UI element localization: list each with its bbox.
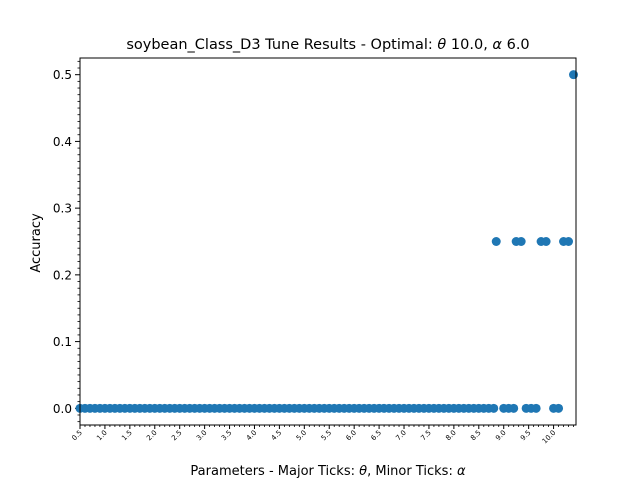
data-point — [491, 237, 501, 246]
xlabel-prefix: Parameters - Major Ticks: — [190, 464, 359, 479]
data-point — [554, 403, 564, 413]
title-theta-symbol: θ — [437, 37, 446, 53]
title-alpha-symbol: α — [492, 37, 502, 53]
y-axis-label: Accuracy — [29, 213, 44, 273]
y-tick-label: 0.3 — [53, 202, 72, 216]
xlabel-middle: , Minor Ticks: — [367, 464, 457, 479]
y-tick-label: 0.0 — [53, 402, 72, 416]
data-point — [564, 237, 574, 246]
data-point — [509, 403, 519, 413]
y-tick-label: 0.1 — [53, 335, 72, 349]
data-point — [516, 237, 526, 246]
data-points — [75, 70, 579, 413]
data-point — [489, 403, 499, 413]
y-tick-label: 0.5 — [53, 68, 72, 82]
y-tick-label: 0.4 — [53, 135, 72, 149]
plot-area-frame — [79, 57, 577, 426]
title-prefix: soybean_Class_D3 Tune Results - Optimal: — [126, 37, 437, 53]
chart-title: soybean_Class_D3 Tune Results - Optimal:… — [126, 37, 529, 53]
xlabel-theta: θ — [359, 464, 367, 479]
data-point — [541, 237, 551, 246]
y-tick-label: 0.2 — [53, 268, 72, 282]
data-point — [569, 70, 579, 80]
title-theta-value: 10.0, — [446, 37, 492, 53]
title-alpha-value: 6.0 — [502, 37, 530, 53]
xlabel-alpha: α — [457, 464, 466, 479]
x-axis-label: Parameters - Major Ticks: θ, Minor Ticks… — [190, 464, 466, 479]
data-point — [531, 403, 541, 413]
